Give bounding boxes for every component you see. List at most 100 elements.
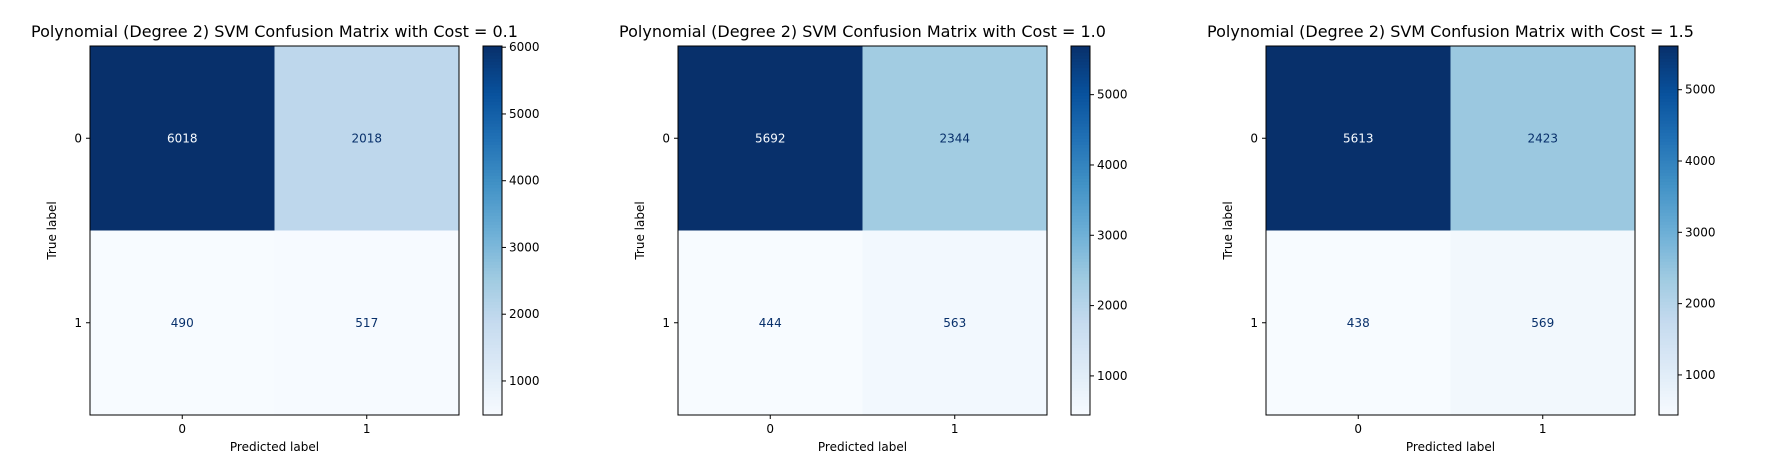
colorbar-segment [1659, 319, 1678, 324]
colorbar-segment [1071, 338, 1090, 342]
colorbar-segment [1071, 344, 1090, 348]
colorbar-segment [1659, 341, 1678, 345]
colorbar-segment [483, 359, 502, 364]
colorbar-segment [483, 350, 502, 355]
colorbar-segment [483, 233, 502, 238]
colorbar-segment [1659, 362, 1678, 367]
colorbar-segment [1071, 110, 1090, 115]
colorbar-segment [483, 335, 502, 339]
colorbar-segment [1071, 307, 1090, 312]
colorbar-segment [483, 292, 502, 296]
x-tick-label: 1 [951, 422, 959, 436]
colorbar-segment [483, 279, 502, 284]
matrix-cell [862, 46, 1047, 231]
colorbar-segment [1659, 310, 1678, 315]
colorbar-segment [1071, 301, 1090, 305]
colorbar-segment [1071, 264, 1090, 268]
colorbar-segment [1071, 104, 1090, 109]
colorbar-segment [483, 52, 502, 56]
colorbar-segment [483, 285, 502, 290]
colorbar-segment [1071, 79, 1090, 84]
cell-value: 5613 [1343, 131, 1374, 145]
colorbar-segment [483, 144, 502, 149]
matrix-cell [90, 46, 275, 231]
colorbar-segment [1071, 64, 1090, 69]
cell-value: 6018 [167, 131, 198, 145]
colorbar-segment [1071, 144, 1090, 149]
colorbar-segment [1071, 368, 1090, 373]
colorbar-segment [483, 82, 502, 87]
colorbar-segment [483, 319, 502, 324]
colorbar-segment [1659, 175, 1678, 179]
colorbar-segment [1071, 135, 1090, 139]
colorbar-segment [483, 212, 502, 216]
colorbar-segment [483, 331, 502, 336]
colorbar-segment [483, 104, 502, 109]
colorbar-segment [1659, 276, 1678, 281]
colorbar-segment [1071, 384, 1090, 388]
colorbar-segment [1071, 261, 1090, 265]
colorbar-segment [1659, 196, 1678, 201]
colorbar-segment [1659, 411, 1678, 416]
colorbar-segment [1659, 347, 1678, 352]
colorbar-segment [1659, 193, 1678, 198]
colorbar-segment [483, 310, 502, 315]
cell-value: 438 [1347, 316, 1370, 330]
colorbar-segment [1071, 310, 1090, 315]
colorbar-segment [1071, 378, 1090, 382]
colorbar-segment [1071, 76, 1090, 81]
colorbar-segment [1071, 138, 1090, 142]
colorbar-segment [1071, 350, 1090, 355]
colorbar-segment [1659, 384, 1678, 388]
colorbar-segment [1071, 52, 1090, 56]
colorbar-segment [1071, 285, 1090, 290]
colorbar-segment [1659, 67, 1678, 72]
colorbar-segment [483, 402, 502, 407]
matrix-cell [90, 230, 275, 415]
colorbar-segment [483, 248, 502, 253]
colorbar-segment [1071, 187, 1090, 192]
colorbar-segment [1071, 255, 1090, 259]
colorbar-segment [483, 162, 502, 167]
colorbar-segment [483, 70, 502, 75]
colorbar-segment [1071, 242, 1090, 247]
colorbar-tick-label: 3000 [1685, 225, 1716, 239]
colorbar-segment [483, 371, 502, 376]
colorbar-segment [483, 295, 502, 299]
y-axis-label: True label [45, 201, 59, 260]
axes-frame [1265, 45, 1636, 416]
colorbar-segment [1071, 199, 1090, 204]
x-tick-label: 1 [1539, 422, 1547, 436]
colorbar-tick-label: 5000 [509, 107, 540, 121]
colorbar-segment [483, 236, 502, 241]
colorbar-segment [483, 129, 502, 133]
colorbar-segment [1071, 73, 1090, 78]
colorbar-segment [483, 116, 502, 121]
colorbar-segment [1659, 378, 1678, 382]
colorbar-segment [483, 85, 502, 90]
colorbar-segment [483, 79, 502, 84]
colorbar-segment [1659, 344, 1678, 348]
colorbar-segment [1071, 390, 1090, 395]
colorbar-segment [1071, 208, 1090, 213]
colorbar-segment [1659, 125, 1678, 130]
colorbar-segment [1659, 172, 1678, 176]
colorbar-segment [1659, 58, 1678, 62]
colorbar-segment [1659, 375, 1678, 379]
colorbar-segment [483, 353, 502, 358]
colorbar-segment [1071, 298, 1090, 302]
colorbar-segment [483, 172, 502, 176]
colorbar-segment [483, 261, 502, 265]
colorbar-segment [483, 365, 502, 370]
colorbar-segment [1659, 153, 1678, 158]
colorbar-segment [483, 267, 502, 272]
colorbar-segment [1659, 282, 1678, 287]
colorbar-segment [1071, 233, 1090, 238]
colorbar-tick-label: 2000 [509, 307, 540, 321]
colorbar-segment [483, 255, 502, 259]
colorbar-segment [1071, 89, 1090, 93]
colorbar-segment [1071, 159, 1090, 164]
colorbar-segment [1071, 172, 1090, 176]
colorbar-segment [1071, 408, 1090, 413]
colorbar-segment [1659, 129, 1678, 133]
